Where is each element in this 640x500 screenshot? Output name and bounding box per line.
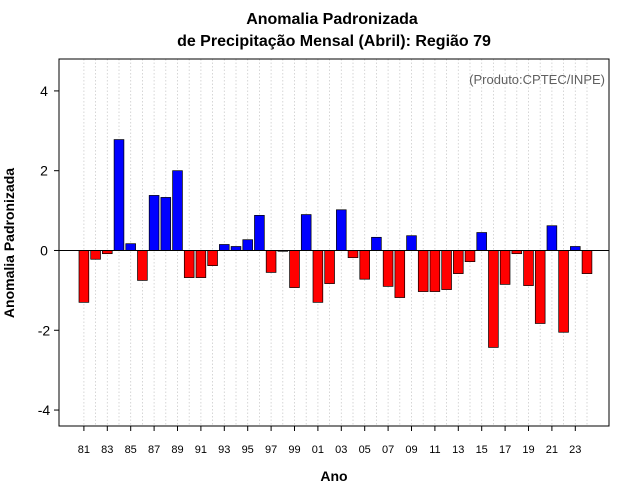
x-tick-label: 15 — [476, 444, 488, 456]
y-tick-label: 0 — [40, 242, 48, 258]
plot-frame — [58, 58, 610, 427]
bar-1988 — [160, 197, 172, 251]
bar-1992 — [207, 250, 218, 266]
bar-2008 — [394, 250, 406, 298]
bar-2007 — [382, 250, 394, 287]
y-axis: -4 -2 0 2 4 — [38, 83, 59, 418]
x-axis-title: Ano — [320, 468, 347, 484]
x-tick-label: 87 — [148, 444, 160, 456]
x-tick-label: 11 — [429, 444, 440, 456]
x-tick-label: 05 — [359, 444, 371, 456]
x-tick-label: 17 — [499, 444, 511, 456]
chart-title-line2: de Precipitação Mensal (Abril): Região 7… — [177, 33, 491, 50]
x-tick-label: 09 — [405, 444, 417, 456]
bar-2014 — [464, 250, 476, 262]
bar-2009 — [406, 235, 417, 251]
x-tick-label: 83 — [101, 444, 113, 456]
x-axis: 81 83 85 87 89 91 93 95 97 99 01 03 05 07 09 11 13 15 17 19… — [78, 426, 581, 456]
x-tick-label: 13 — [452, 444, 464, 456]
bar-2017 — [499, 250, 511, 285]
bar-1994 — [230, 246, 242, 251]
x-tick-label: 95 — [242, 444, 254, 456]
bar-1995 — [242, 239, 253, 251]
bar-1990 — [183, 250, 195, 278]
bar-1985 — [125, 243, 136, 251]
bar-1996 — [254, 215, 265, 251]
bar-2016 — [488, 250, 499, 348]
bar-1997 — [265, 250, 277, 273]
x-tick-label: 19 — [522, 444, 534, 456]
x-tick-label: 85 — [125, 444, 137, 456]
x-tick-label: 93 — [218, 444, 230, 456]
bar-1982 — [90, 250, 101, 260]
bar-1999 — [289, 250, 300, 288]
x-tick-label: 97 — [265, 444, 277, 456]
x-tick-label: 89 — [171, 444, 183, 456]
credit-label: (Produto:CPTEC/INPE) — [469, 72, 605, 87]
x-tick-label: 01 — [312, 444, 324, 456]
bar-2003 — [336, 209, 347, 251]
chart-title-line1: Anomalia Padronizada — [246, 11, 418, 28]
y-tick-label: -4 — [38, 402, 51, 418]
x-tick-label: 91 — [195, 444, 207, 456]
bar-2006 — [371, 236, 382, 251]
x-tick-label: 99 — [288, 444, 300, 456]
bar-1986 — [137, 250, 148, 281]
bar-1984 — [113, 139, 125, 251]
bars — [78, 139, 593, 348]
bar-2024 — [581, 250, 593, 274]
bar-2002 — [324, 250, 335, 284]
bar-1981 — [78, 250, 90, 303]
x-tick-label: 81 — [78, 444, 90, 456]
bar-2022 — [558, 250, 569, 333]
x-tick-label: 23 — [569, 444, 581, 456]
bar-2011 — [429, 250, 441, 292]
bar-1989 — [172, 170, 183, 251]
x-tick-label: 21 — [546, 444, 558, 456]
bar-2020 — [534, 250, 546, 324]
bar-2005 — [359, 250, 370, 280]
bar-2023 — [570, 246, 581, 251]
bar-2001 — [312, 250, 324, 303]
y-axis-title: Anomalia Padronizada — [1, 168, 17, 318]
bar-2004 — [347, 250, 359, 259]
bar-2010 — [417, 250, 429, 292]
grid-lines — [83, 59, 588, 426]
bar-2019 — [523, 250, 534, 286]
bar-2000 — [300, 214, 312, 251]
bar-2012 — [441, 250, 452, 290]
x-tick-label: 03 — [335, 444, 347, 456]
bar-1993 — [219, 244, 230, 251]
bar-1991 — [195, 250, 207, 278]
y-tick-label: -2 — [38, 322, 51, 338]
bar-2021 — [546, 225, 558, 251]
bar-2013 — [453, 250, 464, 274]
y-tick-label: 4 — [40, 83, 48, 99]
x-tick-label: 07 — [382, 444, 394, 456]
bar-2015 — [476, 232, 487, 251]
y-tick-label: 2 — [40, 163, 48, 179]
bar-1987 — [148, 195, 160, 251]
